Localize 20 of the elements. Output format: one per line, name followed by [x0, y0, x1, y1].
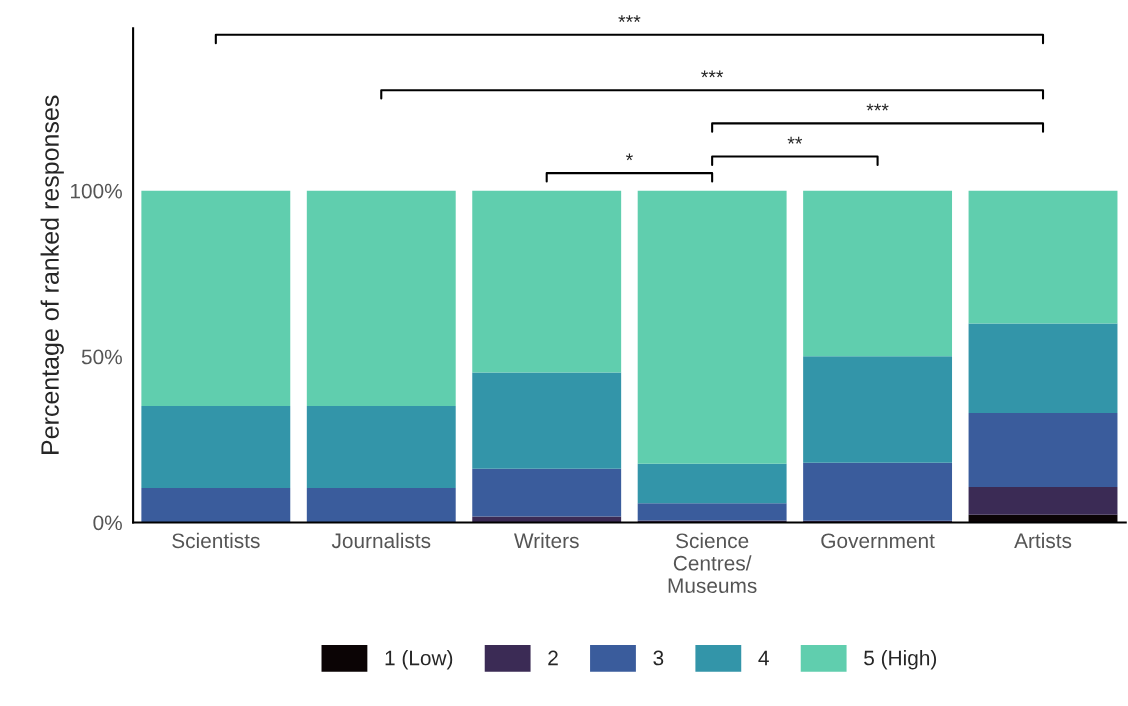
x-tick-label: Scientists [172, 532, 260, 549]
legend-label: 4 [758, 650, 769, 666]
y-tick-label: 50% [81, 349, 122, 365]
annotation: ** [787, 136, 803, 144]
legend-label: 5 (High) [864, 650, 937, 670]
x-tick-label: Government [821, 533, 935, 549]
y-tick-label: 100% [70, 183, 122, 199]
y-tick-label: 0% [93, 515, 122, 531]
annotation: * [625, 153, 633, 161]
y-axis-title: Percentage of ranked responses [40, 95, 64, 454]
legend-label: 2 [548, 650, 558, 666]
x-tick-label: Artists [1014, 532, 1072, 549]
legend-label: 1 (Low) [385, 650, 453, 670]
x-tick-label: Science Centres/ Museums [668, 532, 757, 594]
annotation: *** [701, 70, 724, 78]
x-tick-label: Journalists [331, 532, 431, 549]
legend-label: 3 [653, 650, 664, 666]
x-tick-label: Writers [514, 532, 579, 549]
text: *** [618, 15, 641, 22]
annotation: *** [866, 103, 889, 111]
